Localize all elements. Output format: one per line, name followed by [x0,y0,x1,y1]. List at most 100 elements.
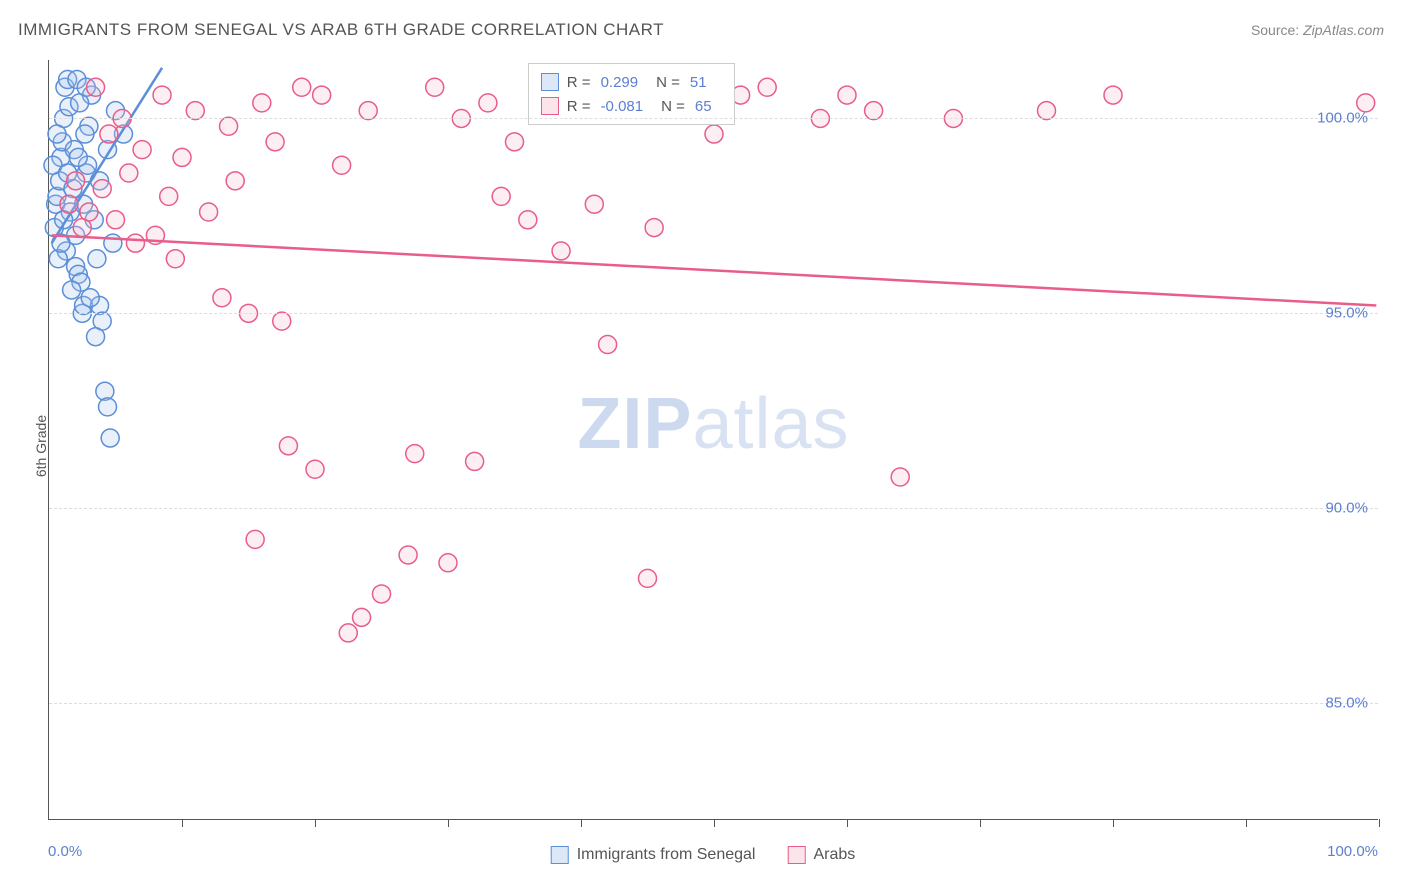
x-tick [1113,819,1114,827]
data-point [69,148,87,166]
x-tick [847,819,848,827]
data-point [359,102,377,120]
data-point [273,312,291,330]
data-point [133,141,151,159]
data-point [645,219,663,237]
data-point [101,429,119,447]
gridline [49,508,1378,509]
x-tick [315,819,316,827]
legend-n-label: N = [661,98,685,115]
legend-swatch [541,97,559,115]
data-point [80,203,98,221]
x-tick [980,819,981,827]
data-point [1104,86,1122,104]
bottom-legend-label: Immigrants from Senegal [577,846,756,864]
gridline [49,118,1378,119]
data-point [585,195,603,213]
data-point [891,468,909,486]
x-axis-max-label: 100.0% [1327,843,1378,860]
y-axis-label: 6th Grade [33,415,49,477]
data-point [293,78,311,96]
data-point [506,133,524,151]
stats-legend: R = 0.299 N = 51R = -0.081 N = 65 [528,63,735,125]
data-point [60,195,78,213]
data-point [99,398,117,416]
data-point [479,94,497,112]
data-point [87,328,105,346]
plot-area: ZIPatlas R =0.299N =51R =-0.081N =65 85.… [48,60,1378,820]
legend-n-value: 65 [695,98,712,115]
data-point [100,125,118,143]
data-point [213,289,231,307]
data-point [226,172,244,190]
data-point [104,234,122,252]
data-point [758,78,776,96]
data-point [126,234,144,252]
data-point [439,554,457,572]
data-point [48,125,66,143]
bottom-legend-label: Arabs [813,846,855,864]
data-point [406,445,424,463]
data-point [160,187,178,205]
data-point [87,78,105,96]
data-point [220,117,238,135]
data-point [306,460,324,478]
y-tick-label: 85.0% [1325,695,1368,712]
data-point [426,78,444,96]
data-point [67,172,85,190]
legend-r-value: 0.299 [601,74,639,91]
legend-swatch [541,73,559,91]
data-point [173,148,191,166]
data-point [333,156,351,174]
data-point [253,94,271,112]
data-point [266,133,284,151]
chart-svg [49,60,1378,819]
data-point [120,164,138,182]
data-point [166,250,184,268]
data-point [599,336,617,354]
data-point [1038,102,1056,120]
x-tick [714,819,715,827]
data-point [200,203,218,221]
x-tick [1246,819,1247,827]
data-point [76,125,94,143]
source-attribution: Source: ZipAtlas.com [1251,22,1384,38]
x-tick [182,819,183,827]
data-point [81,289,99,307]
gridline [49,313,1378,314]
x-tick [1379,819,1380,827]
source-value: ZipAtlas.com [1303,22,1384,38]
data-point [639,569,657,587]
bottom-legend-item: Immigrants from Senegal [551,846,756,864]
data-point [353,608,371,626]
trend-line [52,235,1377,305]
data-point [705,125,723,143]
stats-legend-row: R = 0.299 N = 51 [541,70,722,94]
data-point [552,242,570,260]
data-point [153,86,171,104]
y-tick-label: 90.0% [1325,500,1368,517]
data-point [373,585,391,603]
data-point [339,624,357,642]
data-point [279,437,297,455]
data-point [88,250,106,268]
data-point [466,452,484,470]
y-tick-label: 95.0% [1325,305,1368,322]
data-point [246,530,264,548]
legend-n-value: 51 [690,74,707,91]
bottom-legend-item: Arabs [787,846,855,864]
legend-r-value: -0.081 [601,98,644,115]
source-label: Source: [1251,22,1299,38]
bottom-legend: Immigrants from Senegal Arabs [551,846,856,864]
legend-n-label: N = [656,74,680,91]
chart-title: IMMIGRANTS FROM SENEGAL VS ARAB 6TH GRAD… [18,20,664,40]
data-point [399,546,417,564]
data-point [107,211,125,229]
data-point [313,86,331,104]
gridline [49,703,1378,704]
legend-r-label: R = [567,74,591,91]
x-tick [581,819,582,827]
y-tick-label: 100.0% [1317,110,1368,127]
data-point [93,180,111,198]
x-tick [448,819,449,827]
